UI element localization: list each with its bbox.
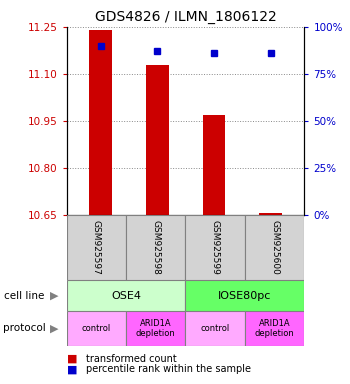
- Bar: [146, 65, 168, 215]
- Bar: [186, 215, 245, 280]
- Bar: [66, 280, 186, 311]
- Text: cell line: cell line: [4, 291, 44, 301]
- Text: ARID1A
depletion: ARID1A depletion: [255, 319, 295, 338]
- Text: ▶: ▶: [50, 323, 58, 333]
- Text: IOSE80pc: IOSE80pc: [218, 291, 272, 301]
- Text: protocol: protocol: [4, 323, 46, 333]
- Text: control: control: [82, 324, 111, 333]
- Text: control: control: [201, 324, 230, 333]
- Bar: [66, 215, 126, 280]
- Text: ARID1A
depletion: ARID1A depletion: [136, 319, 176, 338]
- Bar: [245, 311, 304, 346]
- Text: GSM925598: GSM925598: [151, 220, 160, 275]
- Title: GDS4826 / ILMN_1806122: GDS4826 / ILMN_1806122: [94, 10, 276, 25]
- Text: GSM925599: GSM925599: [211, 220, 220, 275]
- Bar: [186, 311, 245, 346]
- Bar: [203, 115, 225, 215]
- Text: GSM925597: GSM925597: [92, 220, 101, 275]
- Text: percentile rank within the sample: percentile rank within the sample: [86, 364, 251, 374]
- Text: OSE4: OSE4: [111, 291, 141, 301]
- Bar: [245, 215, 304, 280]
- Text: ▶: ▶: [50, 291, 58, 301]
- Text: GSM925600: GSM925600: [270, 220, 279, 275]
- Bar: [66, 311, 126, 346]
- Text: ■: ■: [66, 364, 77, 374]
- Text: ■: ■: [66, 354, 77, 364]
- Bar: [126, 215, 186, 280]
- Bar: [126, 311, 186, 346]
- Text: transformed count: transformed count: [86, 354, 176, 364]
- Bar: [89, 30, 112, 215]
- Bar: [186, 280, 304, 311]
- Bar: [259, 214, 282, 215]
